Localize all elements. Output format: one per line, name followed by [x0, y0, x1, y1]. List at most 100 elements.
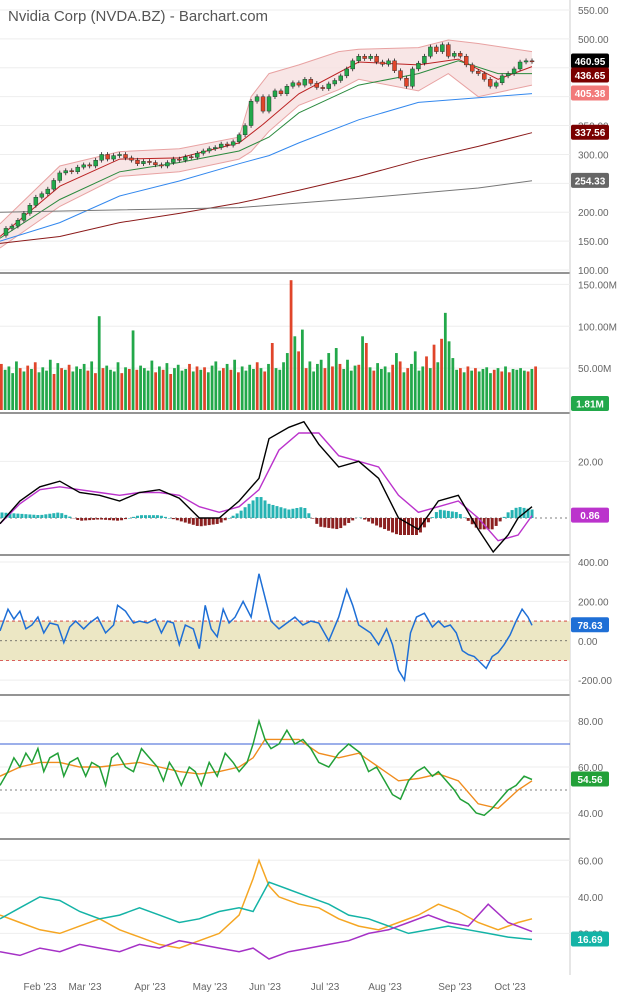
candle-body [135, 160, 139, 163]
candle-body [46, 189, 50, 194]
cci-tag: 78.63 [571, 617, 609, 632]
macd-hist-bar [108, 518, 111, 520]
volume-bar [346, 360, 349, 410]
macd-hist-bar [140, 515, 143, 518]
macd-hist-bar [16, 514, 19, 518]
macd-hist-bar [184, 518, 187, 523]
candle-body [434, 47, 438, 52]
volume-bar [11, 373, 14, 410]
x-tick-label: Feb '23 [23, 982, 56, 993]
macd-hist-bar [60, 513, 63, 518]
volume-bar [45, 371, 48, 410]
x-tick-label: Mar '23 [68, 982, 101, 993]
volume-bar [158, 366, 161, 410]
volume-bar [504, 366, 507, 410]
macd-hist-bar [375, 518, 378, 526]
adx-tag: 16.69 [571, 931, 609, 946]
volume-bar [500, 371, 503, 410]
volume-bar [293, 336, 296, 410]
macd-hist-bar [503, 517, 506, 518]
macd-hist-bar [467, 518, 470, 521]
candle-body [243, 126, 247, 135]
volume-bar [226, 364, 229, 410]
macd-hist-bar [56, 513, 59, 518]
candle-body [518, 62, 522, 69]
volume-bar [263, 371, 266, 410]
macd-hist-bar [331, 518, 334, 528]
candle-body [404, 78, 408, 86]
macd-hist-bar [260, 497, 263, 518]
macd-hist-bar [132, 517, 135, 518]
volume-bar [41, 367, 44, 410]
macd-hist-bar [439, 510, 442, 518]
candle-body [88, 165, 92, 166]
y-tick-label: 50.00M [578, 364, 611, 375]
macd-hist-bar [275, 506, 278, 518]
volume-bar [482, 369, 485, 410]
chart-title: Nvidia Corp (NVDA.BZ) - Barchart.com [8, 8, 268, 25]
macd-hist-bar [124, 518, 127, 519]
macd-hist-bar [447, 511, 450, 518]
volume-bar [237, 372, 240, 410]
volume-bar [68, 365, 71, 410]
macd-hist-bar [188, 518, 191, 524]
candle-body [363, 56, 367, 58]
candle-body [189, 157, 193, 158]
volume-bar [105, 366, 108, 410]
y-tick-label: 300.00 [578, 150, 609, 161]
candle-body [482, 74, 486, 80]
candle-body [476, 71, 480, 73]
x-tick-label: Apr '23 [134, 982, 166, 993]
macd-hist-bar [399, 518, 402, 535]
volume-bar [113, 371, 116, 410]
volume-bar [455, 370, 458, 410]
volume-bar [102, 368, 105, 410]
volume-bar [365, 343, 368, 410]
macd-hist-bar [104, 518, 107, 520]
candle-body [40, 194, 44, 197]
macd-hist-bar [12, 513, 15, 518]
y-tick-label: 200.00 [578, 597, 609, 608]
volume-bar [410, 364, 413, 410]
macd-hist-bar [248, 504, 251, 518]
candle-body [213, 148, 217, 149]
volume-bar [184, 369, 187, 410]
volume-bar [530, 369, 533, 410]
macd-hist-bar [212, 518, 215, 525]
macd-hist-bar [291, 509, 294, 518]
macd-hist-bar [232, 516, 235, 518]
macd-hist-bar [48, 514, 51, 518]
value-tag-label: 254.33 [575, 176, 606, 187]
candle-body [345, 69, 349, 76]
volume-bar [30, 369, 33, 410]
volume-bar [143, 368, 146, 410]
volume-bar [245, 371, 248, 410]
volume-bar [451, 358, 454, 410]
volume-bar [391, 365, 394, 410]
macd-hist-bar [443, 510, 446, 518]
candle-body [112, 156, 116, 159]
candle-body [393, 61, 397, 71]
volume-bar [271, 343, 274, 410]
value-tag-label: 436.65 [575, 71, 606, 82]
volume-bar [414, 351, 417, 410]
volume-bar [71, 371, 74, 410]
volume-bar [26, 366, 29, 410]
macd-hist-bar [88, 518, 91, 520]
macd-hist-bar [20, 514, 23, 518]
volume-bar [350, 371, 353, 410]
volume-bar [19, 368, 22, 410]
macd-hist-bar [463, 517, 466, 518]
volume-bar [474, 368, 477, 410]
candle-body [106, 154, 110, 159]
volume-bar [34, 362, 37, 410]
y-tick-label: 100.00 [578, 266, 609, 277]
volume-bar [478, 371, 481, 410]
volume-bar [260, 368, 263, 410]
price-tag: 436.65 [571, 67, 609, 82]
volume-bar [523, 371, 526, 410]
y-tick-label: 40.00 [578, 893, 603, 904]
candle-body [279, 91, 283, 94]
volume-bar [147, 371, 150, 410]
